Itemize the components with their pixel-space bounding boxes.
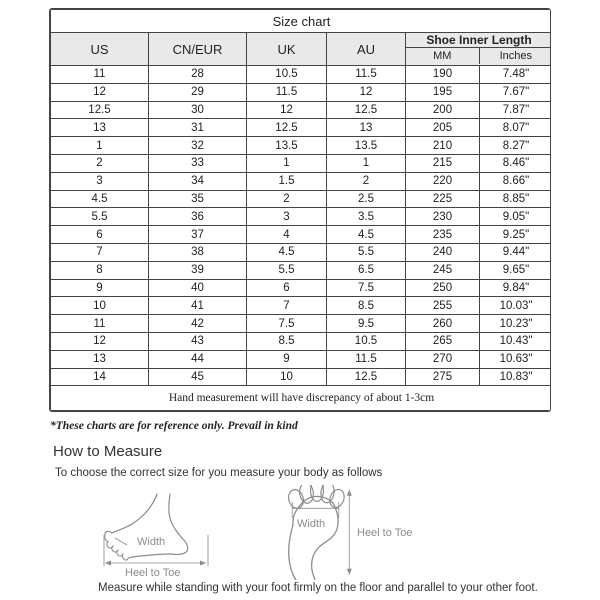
- svg-text:Width: Width: [137, 536, 165, 548]
- svg-text:Width: Width: [297, 518, 325, 530]
- svg-text:Heel to Toe: Heel to Toe: [125, 567, 180, 579]
- svg-text:Heel to Toe: Heel to Toe: [357, 527, 412, 539]
